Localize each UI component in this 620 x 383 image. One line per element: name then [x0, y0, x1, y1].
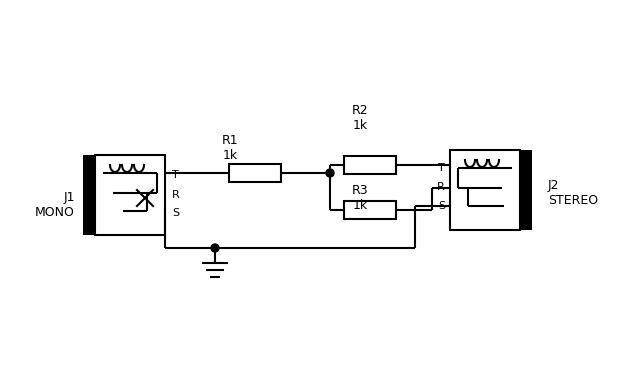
Bar	[95, 155, 165, 235]
Bar	[450, 150, 520, 230]
Text: T: T	[172, 170, 179, 180]
Circle shape	[326, 169, 334, 177]
Text: R1
1k: R1 1k	[222, 134, 238, 162]
Bar	[229, 164, 281, 182]
Bar	[344, 156, 396, 174]
Text: J2
STEREO: J2 STEREO	[548, 179, 598, 207]
Text: S: S	[172, 208, 179, 218]
Text: R2
1k: R2 1k	[352, 104, 368, 132]
Bar	[520, 150, 532, 230]
Bar	[344, 201, 396, 219]
Text: J1
MONO: J1 MONO	[35, 191, 75, 219]
Circle shape	[211, 244, 219, 252]
Bar	[83, 155, 95, 235]
Text: R: R	[172, 190, 180, 200]
Text: T: T	[438, 163, 445, 173]
Text: R: R	[437, 182, 445, 192]
Text: R3
1k: R3 1k	[352, 184, 368, 212]
Text: S: S	[438, 201, 445, 211]
